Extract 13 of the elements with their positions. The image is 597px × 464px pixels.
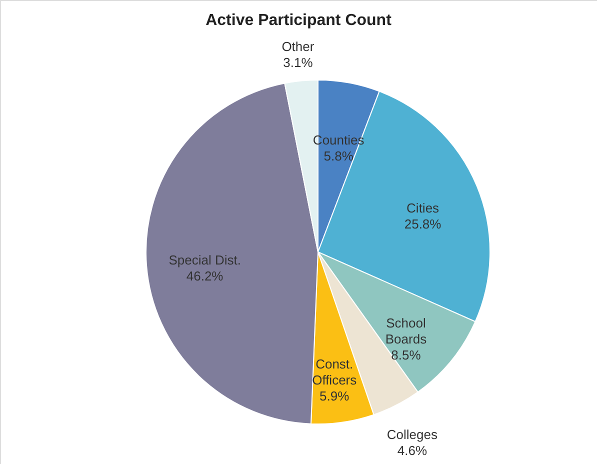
chart-title: Active Participant Count <box>206 12 392 29</box>
slice-label: Colleges <box>386 427 438 442</box>
data-label: 46.2% <box>186 268 224 284</box>
data-label: 8.5% <box>391 348 422 363</box>
data-label: 5.8% <box>324 148 354 164</box>
data-label: 4.6% <box>397 443 428 458</box>
slice-label: Special Dist. <box>168 252 241 268</box>
data-label: 5.9% <box>320 388 350 404</box>
data-label: 3.1% <box>283 54 314 70</box>
slice-label: School Boards <box>385 316 428 347</box>
data-label: 25.8% <box>404 216 442 232</box>
slice-label: Other <box>282 38 315 54</box>
slice-label: Cities <box>406 200 440 216</box>
